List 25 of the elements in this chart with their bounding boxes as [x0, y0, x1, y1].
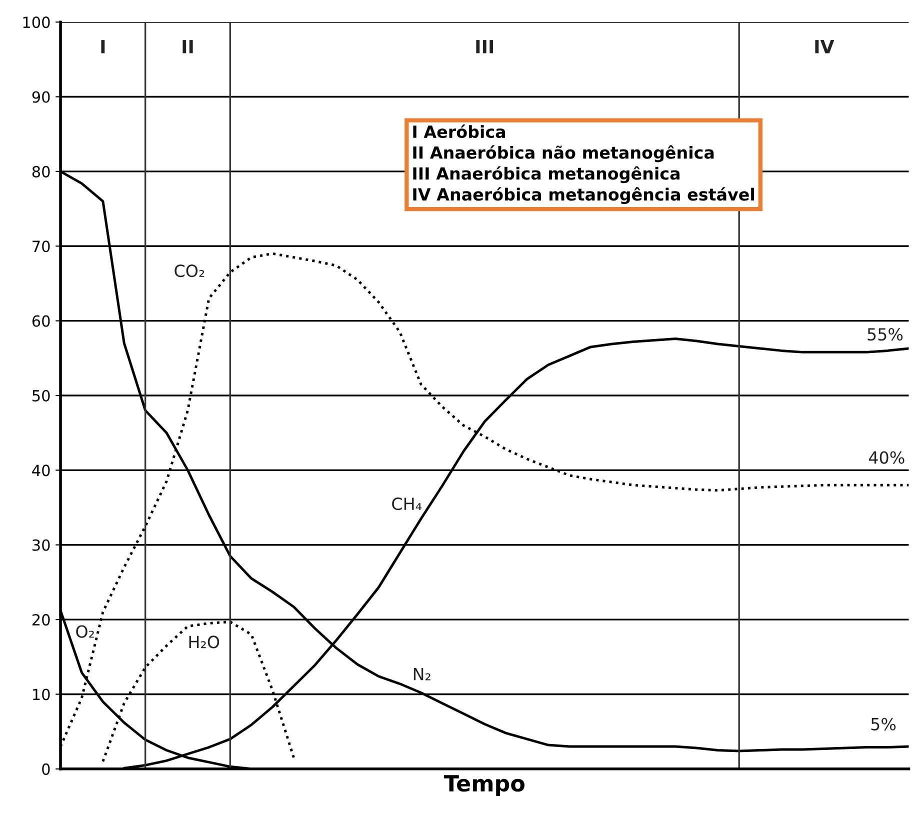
annotation: IV [815, 40, 834, 54]
y-tick-label: 100 [23, 16, 50, 28]
annotation: 40% [868, 451, 904, 464]
annotation: II [182, 40, 193, 54]
y-tick-label: 70 [32, 240, 50, 252]
annotation: 55% [868, 328, 903, 341]
y-tick-label: 0 [42, 763, 50, 775]
annotation: N₂ [414, 668, 430, 680]
y-tick-label: 30 [32, 539, 50, 551]
y-tick-label: 20 [32, 614, 50, 626]
annotation: 5% [871, 718, 896, 730]
annotation: CH₄ [392, 498, 422, 510]
y-tick-label: 90 [32, 91, 50, 103]
y-tick-label: 50 [32, 390, 50, 402]
y-tick-label: 10 [33, 688, 50, 700]
y-tick-label: 40 [32, 464, 50, 476]
annotation: I Aeróbica II Anaeróbica não metanogênica III Anaeróbica metanogênica IV Anaeróbica metanogência estável [413, 124, 754, 204]
x-axis-title: Tempo [444, 775, 524, 796]
y-tick-label: 60 [32, 315, 50, 327]
annotation: I [101, 40, 105, 54]
annotation: CO₂ [174, 264, 204, 278]
annotation: III [476, 40, 494, 54]
y-tick-label: 80 [32, 166, 50, 178]
annotation: O₂ [76, 625, 94, 638]
annotation: H₂O [189, 636, 220, 648]
